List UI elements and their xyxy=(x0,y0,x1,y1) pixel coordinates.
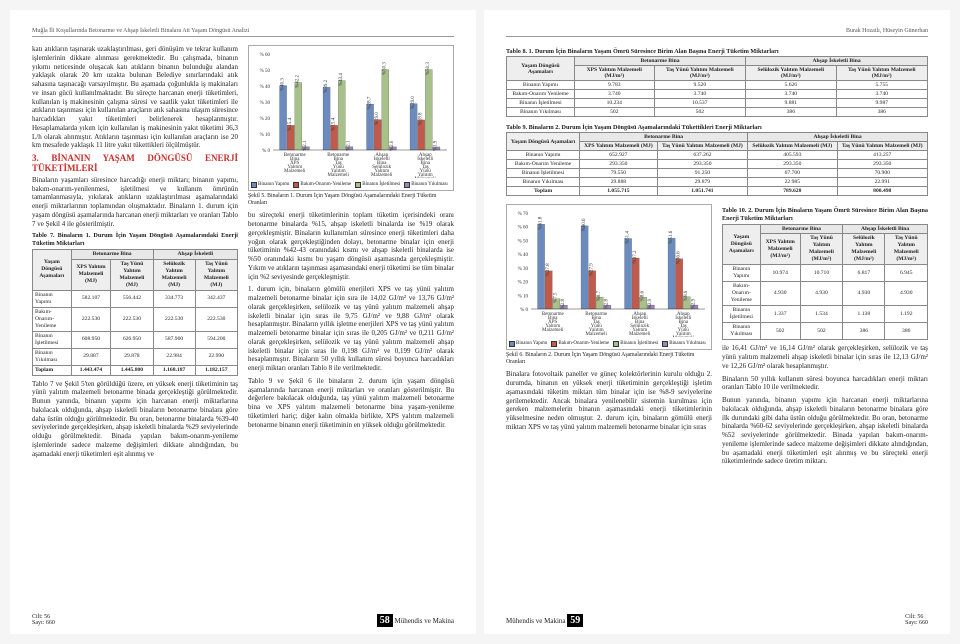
para: katı atıkların taşınarak uzaklaştırılmas… xyxy=(32,45,238,150)
page-58: Muğla İli Koşullarında Betonarme ve Ahşa… xyxy=(10,10,476,634)
section-title: 3. BİNANIN YAŞAM DÖNGÜSÜ ENERJİ TÜKETİML… xyxy=(32,154,238,174)
svg-text:BetonarmeBinaXPSYalıtımMalzeme: BetonarmeBinaXPSYalıtımMalzemeli xyxy=(542,312,565,333)
para: ile 16,41 GJ/m² ve 16,14 GJ/m² olarak ge… xyxy=(722,344,928,370)
footer: Mühendis ve Makina 59 Cilt: 56 Sayı: 660 xyxy=(506,610,928,626)
svg-text:% 70: % 70 xyxy=(518,212,529,217)
svg-text:% 10: % 10 xyxy=(518,294,529,299)
issue: Cilt: 56 Sayı: 660 xyxy=(32,614,55,626)
svg-text:%39.2: %39.2 xyxy=(324,79,329,92)
para: Binalara fotovoltaik paneller ve güneç k… xyxy=(506,370,712,431)
svg-text:%2.9: %2.9 xyxy=(692,298,697,309)
svg-text:%15.4: %15.4 xyxy=(288,117,293,130)
svg-text:BetonarmeBinaTaşYünüYalıtımMal: BetonarmeBinaTaşYünüYalıtımMalzemeli xyxy=(585,312,608,337)
page-59: Burak Hozatlı, Hüseyin Günerhan Tablo 8.… xyxy=(484,10,950,634)
page-spread: Muğla İli Koşullarında Betonarme ve Ahşa… xyxy=(0,0,960,644)
para: Tablo 9 ve Şekil 6 ile binaların 2. duru… xyxy=(248,377,454,430)
svg-text:%36.6: %36.6 xyxy=(676,251,681,264)
svg-text:%42.2: %42.2 xyxy=(296,75,301,88)
svg-text:%50.3: %50.3 xyxy=(383,62,388,75)
svg-text:%2.9: %2.9 xyxy=(648,298,653,309)
table-10: Yaşam Döngüsü Aşamaları Betonarme Bina A… xyxy=(722,224,928,341)
svg-text:%2.1: %2.1 xyxy=(347,140,352,151)
footer: Cilt: 56 Sayı: 660 58 Mühendis ve Makina xyxy=(32,610,454,626)
col-right: Tablo 10. 2. Durum İçin Binaların Yaşam … xyxy=(722,204,928,610)
svg-text:% 20: % 20 xyxy=(518,281,529,286)
svg-text:%8.9: %8.9 xyxy=(684,290,689,301)
svg-text:%18.8: %18.8 xyxy=(418,112,423,125)
svg-text:%37.2: %37.2 xyxy=(633,250,638,263)
page-number: 58 xyxy=(377,614,393,627)
chart5-caption: Şekil 5. Binaların 1. Durum İçin Yaşam D… xyxy=(248,193,454,207)
para: bu süreçteki enerji tüketimlerinin topla… xyxy=(248,211,454,281)
svg-text:%27.9: %27.9 xyxy=(589,263,594,276)
col-right: % 0 % 10 % 20 % 30 % 40 % 50 % 60 %40.3 %39.2 %28… xyxy=(248,45,454,610)
svg-text:% 40: % 40 xyxy=(518,253,529,258)
svg-text:% 0: % 0 xyxy=(520,308,528,313)
svg-text:%19.0: %19.0 xyxy=(375,112,380,125)
svg-text:%1.9: %1.9 xyxy=(434,140,439,151)
svg-text:%51.4: %51.4 xyxy=(625,231,630,244)
svg-text:%8.7: %8.7 xyxy=(597,290,602,301)
svg-text:%2.8: %2.8 xyxy=(605,298,610,309)
table-7: Yaşam Döngüsü Aşamaları Betonarme Bina A… xyxy=(32,249,238,376)
svg-text:AhşapİskeletliBinaSelülozikYal: AhşapİskeletliBinaSelülozikYalıtımMalzem… xyxy=(629,312,651,337)
running-head: Muğla İli Koşullarında Betonarme ve Ahşa… xyxy=(32,28,454,37)
svg-text:% 30: % 30 xyxy=(260,101,271,106)
head-left: Muğla İli Koşullarında Betonarme ve Ahşa… xyxy=(32,28,249,34)
chart-5: % 0 % 10 % 20 % 30 % 40 % 50 % 60 %40.3 %39.2 %28… xyxy=(248,45,454,191)
tbl10-caption: Tablo 10. 2. Durum İçin Binaların Yaşam … xyxy=(722,207,928,223)
svg-text:% 0: % 0 xyxy=(262,149,270,154)
svg-text:% 20: % 20 xyxy=(260,117,271,122)
chart6-legend: Binanın YapımıBakım-Onarım-YenilemeBinan… xyxy=(509,341,709,347)
tbl8-caption: Tablo 8. 1. Durum İçin Binaların Yaşam Ö… xyxy=(506,48,928,55)
svg-text:AhşapİskeletliBinaSelülozikYal: AhşapİskeletliBinaSelülozikYalıtımMalzem… xyxy=(371,153,393,178)
para: Bunun yanında, binanın yapımı için harca… xyxy=(722,396,928,466)
svg-text:% 40: % 40 xyxy=(260,85,271,90)
svg-text:AhşapİskeletliBinaTaşYünüYalıt: AhşapİskeletliBinaTaşYünüYalıtımMalzemel… xyxy=(673,312,695,337)
svg-text:%28.7: %28.7 xyxy=(367,96,372,109)
col-left: % 0 % 10 % 20 % 30 % 40 % 50 % 60 % 70 %61.8 %60.… xyxy=(506,204,712,610)
svg-text:%27.8: %27.8 xyxy=(546,263,551,276)
svg-text:% 60: % 60 xyxy=(518,226,529,231)
para: Binaların 50 yıllık kullanım süresi boyu… xyxy=(722,375,928,393)
svg-text:BetonarmeBinaTaşYünüYalıtımMal: BetonarmeBinaTaşYünüYalıtımMalzemeli xyxy=(327,153,350,178)
svg-text:% 50: % 50 xyxy=(260,69,271,74)
svg-text:%8.6: %8.6 xyxy=(641,291,646,302)
table-9: Yaşam Döngüsü Aşamaları Betonarme Bina A… xyxy=(506,132,928,196)
issue: Cilt: 56 Sayı: 660 xyxy=(905,614,928,626)
table-8: Yaşam Döngüsü Aşamaları Betonarme Bina A… xyxy=(506,56,928,117)
svg-text:%60.6: %60.6 xyxy=(582,218,587,231)
para: Binaların yaşamları süresince harcadığı … xyxy=(32,176,238,229)
chart6-caption: Şekil 6. Binaların 2. Durum İçin Yaşam D… xyxy=(506,352,712,366)
svg-text:%2.8: %2.8 xyxy=(561,298,566,309)
para: 1. durum için, binaların gömülü enerjile… xyxy=(248,285,454,373)
svg-text:%2.1: %2.1 xyxy=(303,140,308,151)
svg-text:%29.0: %29.0 xyxy=(411,96,416,109)
svg-text:%40.3: %40.3 xyxy=(280,78,285,91)
svg-text:%2.0: %2.0 xyxy=(390,140,395,151)
svg-text:%7.5: %7.5 xyxy=(554,292,559,303)
svg-text:% 10: % 10 xyxy=(260,133,271,138)
col-left: katı atıkların taşınarak uzaklaştırılmas… xyxy=(32,45,238,610)
svg-text:% 30: % 30 xyxy=(518,267,529,272)
tbl7-caption: Tablo 7. Binaların 1. Durum İçin Yaşam D… xyxy=(32,232,238,248)
running-head: Burak Hozatlı, Hüseyin Günerhan xyxy=(506,28,928,37)
svg-text:%50.3: %50.3 xyxy=(426,62,431,75)
svg-text:% 60: % 60 xyxy=(260,53,271,58)
tbl9-caption: Tablo 9. Binaların 2. Durum İçin Yaşam D… xyxy=(506,124,928,131)
chart5-legend: Binanın YapımıBakım-Onarım-YenilemeBinan… xyxy=(251,182,451,188)
head-right: Burak Hozatlı, Hüseyin Günerhan xyxy=(846,28,928,34)
page-number: 59 xyxy=(567,614,583,627)
svg-text:%15.4: %15.4 xyxy=(331,117,336,130)
svg-text:BetonarmeBinaXPSYalıtımMalzeme: BetonarmeBinaXPSYalıtımMalzemeli xyxy=(284,153,307,174)
svg-text:%51.6: %51.6 xyxy=(669,230,674,243)
svg-text:% 50: % 50 xyxy=(518,239,529,244)
svg-text:%43.4: %43.4 xyxy=(339,73,344,86)
chart-6: % 0 % 10 % 20 % 30 % 40 % 50 % 60 % 70 %61.8 %60.… xyxy=(506,204,712,350)
para: Tablo 7 ve Şekil 5'ten görüldüğü üzere, … xyxy=(32,380,238,459)
svg-text:%61.8: %61.8 xyxy=(538,216,543,229)
svg-text:AhşapİskeletliBinaTaşYünüYalıt: AhşapİskeletliBinaTaşYünüYalıtımMalzemel… xyxy=(415,153,437,178)
